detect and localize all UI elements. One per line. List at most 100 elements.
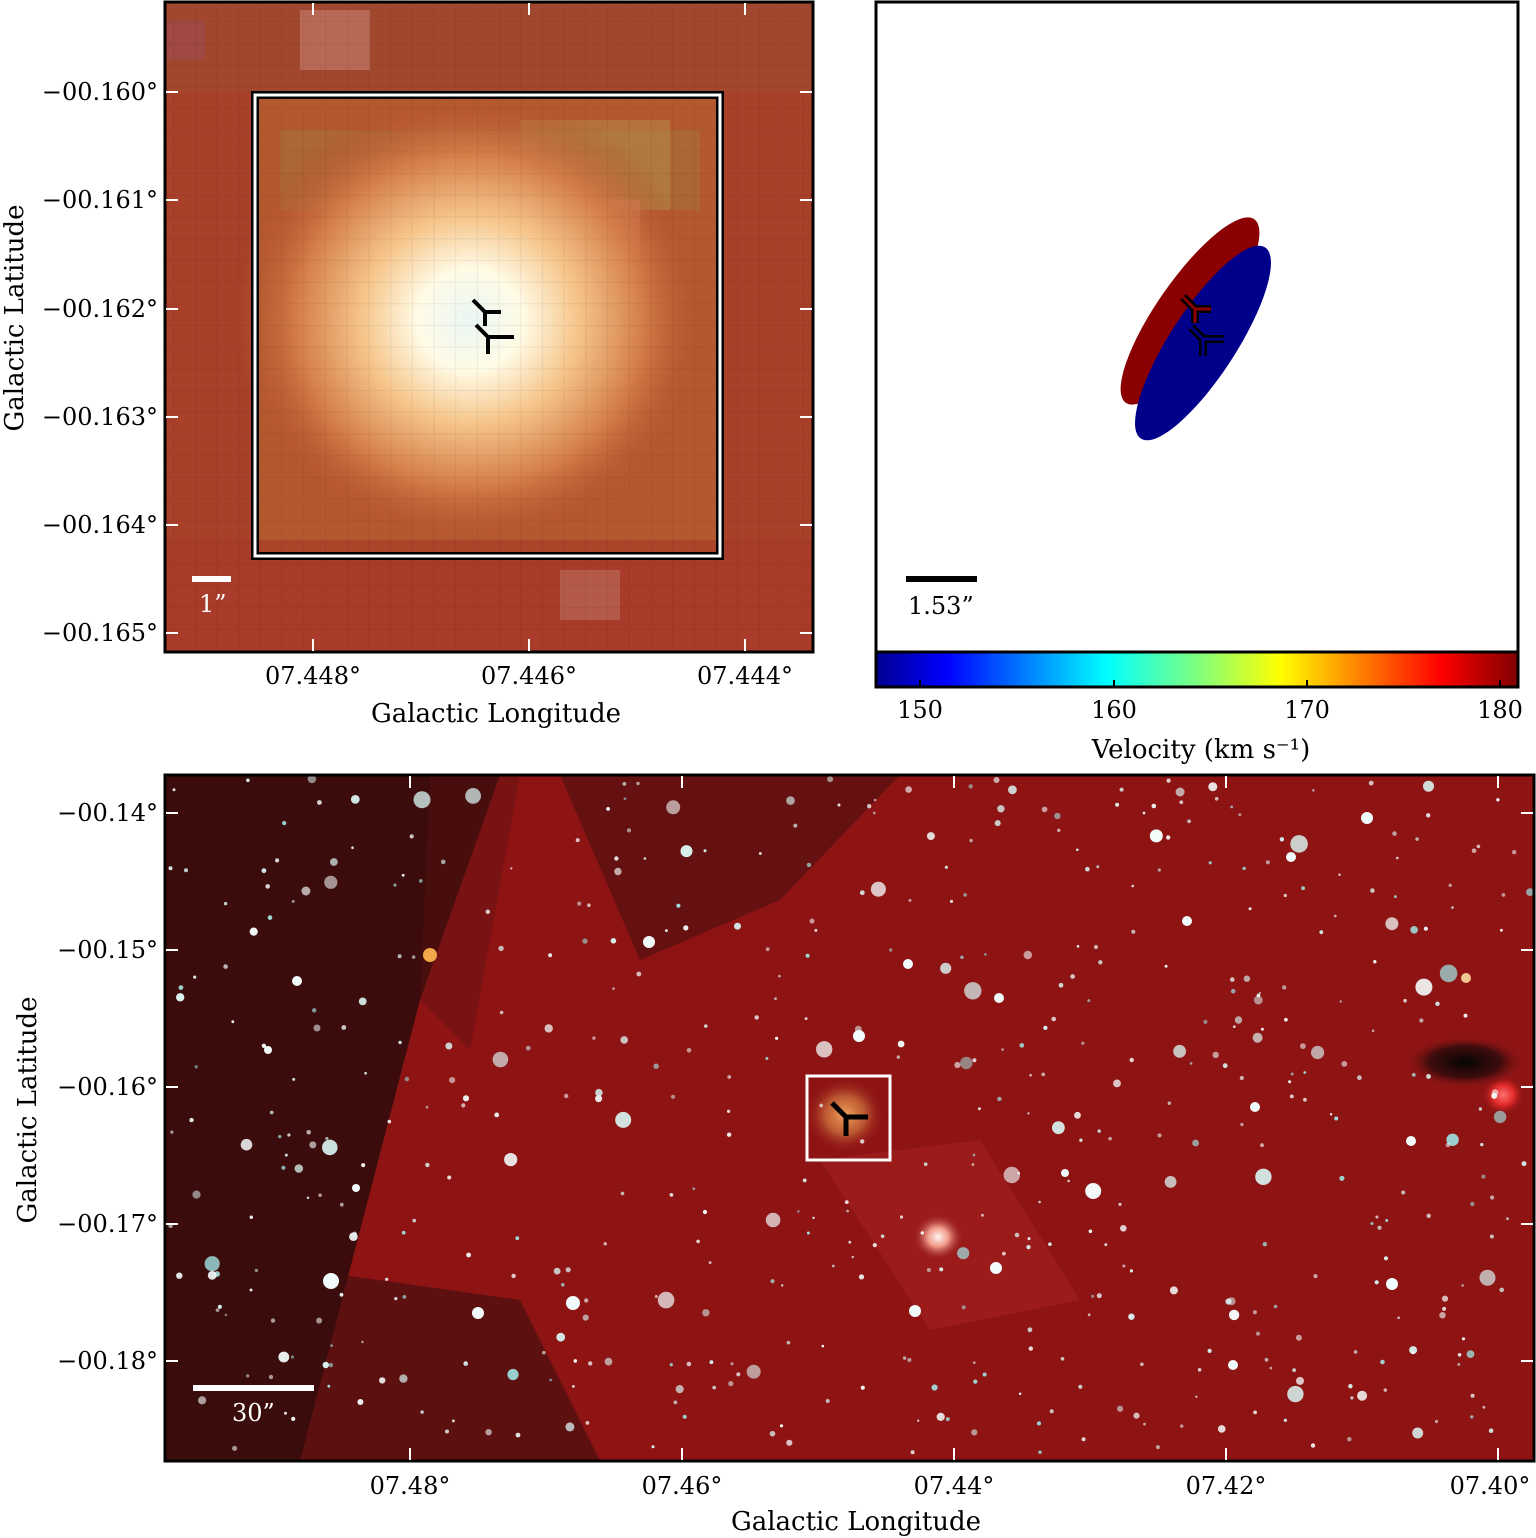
star	[1258, 992, 1262, 995]
star	[1347, 1437, 1352, 1442]
star	[972, 1058, 977, 1063]
star	[1361, 812, 1373, 824]
star	[867, 804, 872, 809]
star	[1028, 1346, 1034, 1351]
star	[994, 820, 1001, 827]
star	[292, 1077, 296, 1081]
overview-ytick: −00.17°	[57, 1210, 158, 1238]
star	[420, 1410, 424, 1414]
star	[1197, 1368, 1202, 1372]
star	[1426, 1074, 1431, 1079]
star	[399, 1374, 408, 1383]
star	[564, 1093, 569, 1099]
star	[1189, 1062, 1193, 1065]
star	[178, 985, 184, 990]
star	[931, 1384, 938, 1391]
star	[1151, 803, 1157, 809]
star	[666, 800, 681, 815]
velocity-marker-icon	[1180, 294, 1224, 356]
star	[294, 1164, 304, 1173]
star	[1466, 1350, 1475, 1358]
star	[339, 1202, 344, 1207]
star	[1374, 1280, 1379, 1285]
star	[1383, 1388, 1388, 1392]
star	[926, 1268, 931, 1272]
star	[1169, 1286, 1178, 1295]
star	[270, 1318, 276, 1323]
star	[1227, 1297, 1236, 1306]
zoom-ytick: −00.162°	[42, 295, 158, 323]
star	[1140, 1362, 1144, 1367]
star	[1212, 1051, 1219, 1059]
star	[1180, 1424, 1184, 1428]
star	[1182, 916, 1192, 926]
star	[636, 971, 642, 977]
star	[194, 1065, 198, 1069]
star	[1119, 787, 1124, 792]
star	[548, 953, 553, 958]
star	[1104, 1243, 1108, 1247]
star	[769, 1430, 776, 1437]
star	[507, 1368, 519, 1381]
overview-xtick: 07.48°	[370, 1472, 451, 1500]
star	[920, 1231, 924, 1235]
star	[1353, 1350, 1358, 1354]
star	[1074, 1111, 1081, 1119]
star	[1058, 982, 1064, 988]
star	[765, 1057, 769, 1060]
star	[404, 1076, 410, 1082]
star	[1410, 926, 1418, 934]
star	[1463, 1013, 1468, 1018]
overview-xtick: 07.46°	[642, 1472, 723, 1500]
zoom-ylabel: Galactic Latitude	[0, 205, 30, 432]
star	[993, 777, 1000, 783]
star	[449, 1077, 456, 1084]
star	[328, 1362, 334, 1368]
star	[1329, 1113, 1333, 1116]
star	[1499, 1287, 1504, 1293]
star	[1261, 1027, 1264, 1031]
star	[585, 1421, 590, 1425]
star	[1339, 1175, 1345, 1181]
star	[1027, 1237, 1031, 1241]
overview-ylabel: Galactic Latitude	[13, 997, 43, 1224]
star	[636, 781, 640, 786]
star	[1239, 1075, 1244, 1081]
star	[746, 1364, 761, 1379]
star	[313, 1024, 321, 1032]
star	[387, 1119, 392, 1124]
star	[1208, 782, 1218, 792]
star	[1415, 837, 1419, 841]
overview-xlabel: Galactic Longitude	[731, 1507, 981, 1537]
star	[358, 997, 367, 1006]
star	[592, 1036, 596, 1040]
star	[1370, 888, 1375, 893]
star	[902, 1356, 907, 1360]
star	[1434, 1419, 1439, 1424]
star	[626, 828, 632, 833]
star	[1203, 1019, 1208, 1024]
star	[1087, 999, 1091, 1003]
star	[1108, 1136, 1112, 1141]
star	[192, 1190, 201, 1199]
star	[977, 1107, 981, 1111]
star	[1295, 1334, 1302, 1341]
velocity-scalebar-label: 1.53”	[908, 592, 974, 620]
star	[873, 798, 877, 802]
star	[595, 1088, 603, 1097]
star	[462, 1095, 470, 1102]
star	[990, 1262, 1002, 1274]
star	[246, 778, 250, 783]
star	[411, 955, 416, 959]
overview-ytick: −00.14°	[57, 799, 158, 827]
star	[1373, 960, 1377, 964]
star	[290, 1355, 295, 1359]
star	[1070, 974, 1075, 979]
star	[957, 1247, 970, 1260]
star	[1392, 831, 1397, 836]
star	[1350, 1396, 1354, 1400]
star	[964, 982, 982, 1000]
star	[278, 1351, 290, 1363]
star	[510, 867, 513, 870]
star	[440, 859, 446, 865]
